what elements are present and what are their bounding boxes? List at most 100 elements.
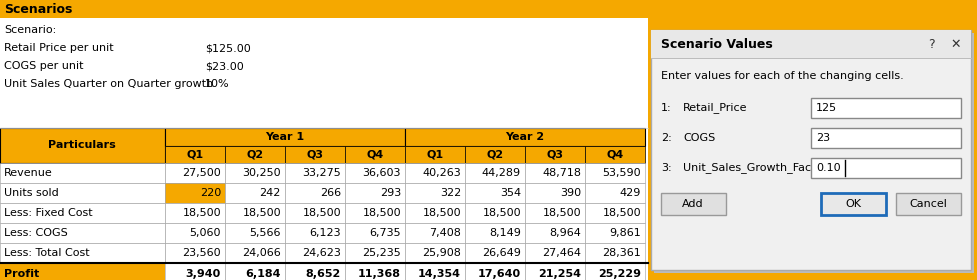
Bar — [404, 128, 645, 146]
Text: Profit: Profit — [4, 269, 39, 279]
Bar — [810, 158, 960, 178]
Text: Q3: Q3 — [306, 149, 323, 159]
Text: Add: Add — [682, 199, 703, 209]
Bar — [895, 193, 960, 215]
Text: 27,500: 27,500 — [182, 168, 221, 178]
Bar — [225, 146, 284, 163]
Bar — [0, 0, 648, 280]
Bar — [525, 263, 584, 280]
Bar — [165, 223, 225, 243]
Bar — [464, 263, 525, 280]
Bar — [584, 183, 645, 203]
Bar — [404, 183, 464, 203]
Text: 30,250: 30,250 — [242, 168, 280, 178]
Text: 25,908: 25,908 — [422, 248, 460, 258]
Text: 18,500: 18,500 — [422, 208, 460, 218]
Text: 40,263: 40,263 — [422, 168, 460, 178]
Bar — [584, 203, 645, 223]
Bar — [0, 128, 165, 163]
Text: Enter values for each of the changing cells.: Enter values for each of the changing ce… — [660, 71, 903, 81]
Bar — [404, 263, 464, 280]
Text: Retail Price per unit: Retail Price per unit — [4, 43, 113, 53]
Text: 27,464: 27,464 — [541, 248, 580, 258]
Text: Cancel: Cancel — [909, 199, 946, 209]
Bar — [404, 146, 464, 163]
Bar — [464, 203, 525, 223]
Bar — [660, 193, 725, 215]
Bar — [584, 146, 645, 163]
Bar — [651, 30, 970, 270]
Text: Q2: Q2 — [486, 149, 503, 159]
Text: Scenarios: Scenarios — [4, 3, 72, 15]
Text: 125: 125 — [815, 103, 836, 113]
Bar — [0, 263, 165, 280]
Text: Less: Total Cost: Less: Total Cost — [4, 248, 90, 258]
Text: 220: 220 — [199, 188, 221, 198]
Text: 5,566: 5,566 — [249, 228, 280, 238]
Text: ✕: ✕ — [950, 38, 960, 50]
Text: Q2: Q2 — [246, 149, 263, 159]
Text: COGS per unit: COGS per unit — [4, 61, 83, 71]
Bar — [464, 223, 525, 243]
Bar — [225, 263, 284, 280]
Bar — [525, 163, 584, 183]
Text: 18,500: 18,500 — [302, 208, 341, 218]
Bar — [651, 30, 970, 58]
Bar — [225, 183, 284, 203]
Text: Q1: Q1 — [187, 149, 203, 159]
Text: 7,408: 7,408 — [429, 228, 460, 238]
Text: 18,500: 18,500 — [602, 208, 640, 218]
Text: 6,123: 6,123 — [309, 228, 341, 238]
Text: Revenue: Revenue — [4, 168, 53, 178]
Bar — [0, 203, 165, 223]
Text: 18,500: 18,500 — [182, 208, 221, 218]
Text: OK: OK — [844, 199, 860, 209]
Text: 322: 322 — [440, 188, 460, 198]
Text: 18,500: 18,500 — [362, 208, 401, 218]
Bar — [464, 183, 525, 203]
Bar — [165, 183, 225, 203]
Text: Unit_Sales_Growth_Factor: Unit_Sales_Growth_Factor — [682, 163, 826, 173]
Text: 11,368: 11,368 — [358, 269, 401, 279]
Text: Scenario Values: Scenario Values — [660, 38, 772, 50]
Text: 10%: 10% — [205, 79, 230, 89]
Text: Unit Sales Quarter on Quarter growth: Unit Sales Quarter on Quarter growth — [4, 79, 213, 89]
Text: 6,735: 6,735 — [369, 228, 401, 238]
Bar — [810, 128, 960, 148]
Bar — [345, 243, 404, 263]
Text: 24,066: 24,066 — [242, 248, 280, 258]
Bar — [284, 146, 345, 163]
Bar — [525, 243, 584, 263]
Text: 3:: 3: — [660, 163, 671, 173]
Text: COGS: COGS — [682, 133, 714, 143]
Bar — [404, 243, 464, 263]
Text: 25,229: 25,229 — [597, 269, 640, 279]
Text: 390: 390 — [559, 188, 580, 198]
Text: 293: 293 — [379, 188, 401, 198]
Bar — [584, 263, 645, 280]
Text: 8,964: 8,964 — [548, 228, 580, 238]
Text: 18,500: 18,500 — [242, 208, 280, 218]
Text: 5,060: 5,060 — [190, 228, 221, 238]
Bar — [525, 146, 584, 163]
Bar — [345, 183, 404, 203]
Text: 36,603: 36,603 — [362, 168, 401, 178]
Text: $23.00: $23.00 — [205, 61, 243, 71]
Bar — [284, 243, 345, 263]
Bar — [225, 203, 284, 223]
Bar — [225, 243, 284, 263]
Text: 6,184: 6,184 — [245, 269, 280, 279]
Bar — [584, 223, 645, 243]
Bar — [464, 146, 525, 163]
Bar — [345, 263, 404, 280]
Bar — [284, 223, 345, 243]
Text: Year 1: Year 1 — [265, 132, 304, 142]
Bar — [225, 163, 284, 183]
Text: 429: 429 — [619, 188, 640, 198]
Text: 8,652: 8,652 — [306, 269, 341, 279]
Bar — [404, 203, 464, 223]
Text: 24,623: 24,623 — [302, 248, 341, 258]
Text: Scenario:: Scenario: — [4, 25, 57, 35]
Bar — [284, 163, 345, 183]
Text: 266: 266 — [319, 188, 341, 198]
